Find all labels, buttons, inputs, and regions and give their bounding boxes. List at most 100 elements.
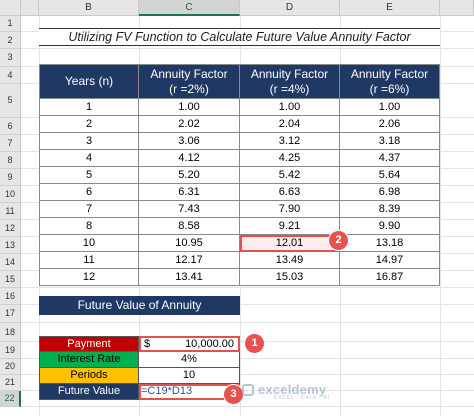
table-cell-factor[interactable]: 8.39 bbox=[340, 201, 440, 218]
table-cell-factor[interactable]: 3.06 bbox=[139, 133, 240, 150]
column-header-c[interactable]: C bbox=[139, 0, 240, 16]
callout-badge-2: 2 bbox=[329, 231, 348, 250]
table-cell-year[interactable]: 6 bbox=[39, 184, 139, 201]
row-header-10[interactable]: 10 bbox=[0, 186, 21, 203]
table-cell-year[interactable]: 12 bbox=[39, 269, 139, 286]
future-value-label: Future Value bbox=[39, 384, 139, 400]
row-header-7[interactable]: 7 bbox=[0, 135, 21, 152]
table-cell-year[interactable]: 11 bbox=[39, 252, 139, 269]
payment-currency: $ bbox=[144, 338, 151, 350]
table-cell-factor[interactable]: 5.20 bbox=[139, 167, 240, 184]
row-header-21[interactable]: 21 bbox=[0, 375, 21, 391]
row-header-15[interactable]: 15 bbox=[0, 271, 21, 288]
header-factor-6pct: Annuity Factor (r =6%) bbox=[340, 64, 440, 99]
table-cell-factor[interactable]: 1.00 bbox=[139, 99, 240, 116]
table-cell-year[interactable]: 8 bbox=[39, 218, 139, 235]
table-cell-factor[interactable]: 12.17 bbox=[139, 252, 240, 269]
table-cell-factor[interactable]: 13.49 bbox=[240, 252, 340, 269]
header-years-label: Years (n) bbox=[64, 74, 114, 88]
table-cell-factor[interactable]: 6.31 bbox=[139, 184, 240, 201]
table-cell-factor[interactable]: 14.97 bbox=[340, 252, 440, 269]
table-cell-factor[interactable]: 8.58 bbox=[139, 218, 240, 235]
table-cell-year[interactable]: 5 bbox=[39, 167, 139, 184]
table-cell-year[interactable]: 4 bbox=[39, 150, 139, 167]
table-cell-factor[interactable]: 6.63 bbox=[240, 184, 340, 201]
table-cell-factor[interactable]: 16.87 bbox=[340, 269, 440, 286]
gridline bbox=[21, 48, 474, 49]
payment-amount: 10,000.00 bbox=[185, 338, 234, 350]
table-cell-factor[interactable]: 7.43 bbox=[139, 201, 240, 218]
row-header-1[interactable]: 1 bbox=[0, 16, 21, 32]
table-cell-factor[interactable]: 2.06 bbox=[340, 116, 440, 133]
table-cell-factor[interactable]: 2.04 bbox=[240, 116, 340, 133]
sheet-title: Utilizing FV Function to Calculate Futur… bbox=[39, 28, 440, 46]
row-header-6[interactable]: 6 bbox=[0, 118, 21, 135]
row-header-8[interactable]: 8 bbox=[0, 152, 21, 169]
payment-value-cell[interactable]: $ 10,000.00 bbox=[139, 336, 240, 352]
table-cell-factor[interactable]: 4.12 bbox=[139, 150, 240, 167]
interest-rate-label: Interest Rate bbox=[39, 352, 139, 368]
row-header-18[interactable]: 18 bbox=[0, 323, 21, 342]
row-header-13[interactable]: 13 bbox=[0, 237, 21, 254]
column-header-f[interactable] bbox=[440, 0, 474, 16]
row-header-22[interactable]: 22 bbox=[0, 391, 21, 407]
row-header-9[interactable]: 9 bbox=[0, 169, 21, 186]
table-cell-factor[interactable]: 15.03 bbox=[240, 269, 340, 286]
watermark: exceldemy EXCEL · DATA · BI bbox=[258, 382, 330, 401]
column-header-a[interactable] bbox=[21, 0, 39, 16]
table-cell-factor[interactable]: 1.00 bbox=[340, 99, 440, 116]
table-cell-factor[interactable]: 12.01 bbox=[240, 235, 340, 252]
header-years: Years (n) bbox=[39, 64, 139, 99]
table-cell-factor[interactable]: 6.98 bbox=[340, 184, 440, 201]
header-label: Annuity Factor bbox=[150, 67, 228, 81]
table-cell-factor[interactable]: 2.02 bbox=[139, 116, 240, 133]
table-cell-factor[interactable]: 9.21 bbox=[240, 218, 340, 235]
header-rate: (r =4%) bbox=[269, 82, 310, 96]
gridline bbox=[21, 322, 474, 323]
table-cell-factor[interactable]: 4.25 bbox=[240, 150, 340, 167]
table-cell-year[interactable]: 3 bbox=[39, 133, 139, 150]
table-cell-factor[interactable]: 13.41 bbox=[139, 269, 240, 286]
row-header-14[interactable]: 14 bbox=[0, 254, 21, 271]
table-cell-factor[interactable]: 4.37 bbox=[340, 150, 440, 167]
row-header-4[interactable]: 4 bbox=[0, 67, 21, 84]
header-label: Annuity Factor bbox=[250, 67, 329, 81]
header-factor-4pct: Annuity Factor (r =4%) bbox=[240, 64, 340, 99]
row-header-20[interactable]: 20 bbox=[0, 359, 21, 375]
payment-label: Payment bbox=[39, 336, 139, 352]
row-header-11[interactable]: 11 bbox=[0, 203, 21, 220]
table-cell-year[interactable]: 10 bbox=[39, 235, 139, 252]
periods-value[interactable]: 10 bbox=[139, 368, 240, 384]
select-all-corner[interactable] bbox=[0, 0, 21, 16]
header-rate: (r =2%) bbox=[169, 82, 209, 96]
row-header-17[interactable]: 17 bbox=[0, 305, 21, 323]
table-cell-year[interactable]: 1 bbox=[39, 99, 139, 116]
row-header-2[interactable]: 2 bbox=[0, 32, 21, 49]
table-cell-year[interactable]: 2 bbox=[39, 116, 139, 133]
table-cell-factor[interactable]: 10.95 bbox=[139, 235, 240, 252]
row-header-19[interactable]: 19 bbox=[0, 342, 21, 359]
row-header-16[interactable]: 16 bbox=[0, 288, 21, 305]
column-header-d[interactable]: D bbox=[240, 0, 340, 16]
table-cell-factor[interactable]: 5.42 bbox=[240, 167, 340, 184]
table-cell-factor[interactable]: 1.00 bbox=[240, 99, 340, 116]
table-cell-factor[interactable]: 9.90 bbox=[340, 218, 440, 235]
watermark-name: exceldemy bbox=[258, 382, 327, 397]
table-cell-factor[interactable]: 13.18 bbox=[340, 235, 440, 252]
column-header-b[interactable]: B bbox=[39, 0, 139, 16]
periods-label: Periods bbox=[39, 368, 139, 384]
row-header-3[interactable]: 3 bbox=[0, 49, 21, 67]
row-header-12[interactable]: 12 bbox=[0, 220, 21, 237]
table-cell-factor[interactable]: 7.90 bbox=[240, 201, 340, 218]
table-cell-year[interactable]: 7 bbox=[39, 201, 139, 218]
table-cell-factor[interactable]: 3.18 bbox=[340, 133, 440, 150]
table-cell-factor[interactable]: 5.64 bbox=[340, 167, 440, 184]
row-header-5[interactable]: 5 bbox=[0, 84, 21, 118]
table-cell-factor[interactable]: 3.12 bbox=[240, 133, 340, 150]
header-factor-2pct: Annuity Factor (r =2%) bbox=[139, 64, 240, 99]
future-value-formula-cell[interactable]: =C19*D13 bbox=[139, 384, 240, 400]
interest-rate-value[interactable]: 4% bbox=[139, 352, 240, 368]
header-label: Annuity Factor bbox=[350, 67, 429, 81]
column-header-e[interactable]: E bbox=[340, 0, 440, 16]
